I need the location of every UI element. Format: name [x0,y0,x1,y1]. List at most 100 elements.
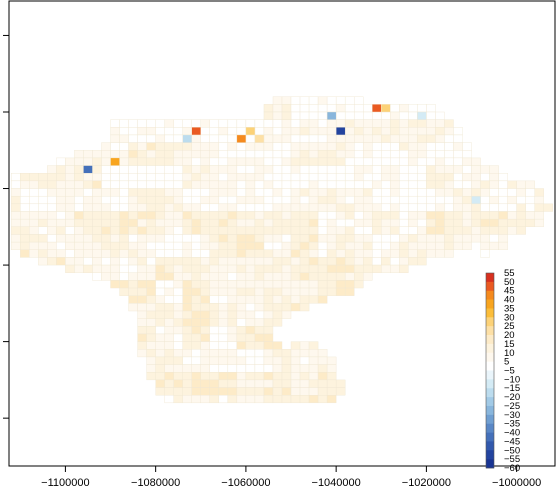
heatmap-cell [227,280,238,289]
heatmap-cell [263,364,274,373]
heatmap-cell [308,157,319,166]
heatmap-cell [354,165,364,174]
heatmap-cell [11,188,21,197]
heatmap-cell [290,264,301,273]
heatmap-cell [363,111,373,120]
legend-swatch [486,388,494,398]
heatmap-cell [354,150,364,159]
heatmap-cell [444,165,454,174]
heatmap-cell [173,157,183,166]
heatmap-cell [182,211,192,220]
heatmap-cell [408,157,418,166]
heatmap-cell [290,379,301,388]
heatmap-cell [326,96,337,105]
heatmap-cell [254,119,265,128]
heatmap-cell [281,142,292,151]
color-legend: 555045403530252015105−5−10−15−20−25−30−3… [485,268,520,474]
heatmap-cell [299,349,310,358]
heatmap-cell [173,257,183,266]
heatmap-cell [326,272,337,281]
heatmap-cell [344,150,355,159]
heatmap-cell [335,211,346,220]
heatmap-cell [326,280,337,289]
legend-label: 10 [504,348,515,359]
heatmap-cell [263,257,274,266]
heatmap-cell [173,372,183,381]
heatmap-cell [498,195,508,205]
heatmap-cell [308,395,319,404]
heatmap-cell [480,195,490,205]
heatmap-cell [155,226,165,235]
heatmap-cell [417,234,427,243]
heatmap-cell [399,134,409,143]
heatmap-cell [272,150,283,159]
heatmap-cell [101,165,111,174]
heatmap-cell [263,287,274,296]
heatmap-cell [191,180,201,189]
heatmap-cell [390,127,400,136]
heatmap-cell [236,142,247,151]
heatmap-cell [326,249,337,258]
heatmap-cell [317,280,328,289]
heatmap-cell [534,203,544,212]
heatmap-cell [254,379,265,388]
heatmap-cell [399,142,409,151]
heatmap-cell [335,195,346,205]
heatmap-cell [101,241,111,250]
heatmap-cell [363,127,373,136]
heatmap-cell [381,234,391,243]
heatmap-cell [47,257,57,266]
heatmap-cell [290,249,301,258]
heatmap-cell [372,257,382,266]
heatmap-cell [281,234,292,243]
heatmap-cell [344,249,355,258]
heatmap-cell [110,257,120,266]
heatmap-cell [281,218,292,227]
heatmap-cell [173,364,183,373]
heatmap-cell [218,372,229,381]
heatmap-cell [317,127,328,136]
heatmap-cell [200,218,210,227]
heatmap-cell [290,234,301,243]
heatmap-cell [299,211,310,220]
heatmap-cell [263,372,274,381]
heatmap-cell [417,104,427,113]
heatmap-cell [200,134,210,143]
heatmap-cell [92,264,102,273]
heatmap-cell [200,303,210,312]
heatmap-cell [498,203,508,212]
heatmap-cell [344,104,355,113]
heatmap-cell [254,387,265,396]
heatmap-cell [507,218,517,227]
heatmap-cell [182,280,192,289]
heatmap-cell [254,142,265,151]
heatmap-cell [11,203,21,212]
heatmap-cell [390,195,400,205]
heatmap-cell [489,195,499,205]
heatmap-cell [263,157,274,166]
heatmap-cell [281,264,292,273]
heatmap-cell [426,104,436,113]
heatmap-cell [209,333,220,342]
heatmap-cell [326,241,337,250]
heatmap-cell [354,218,364,227]
heatmap-cell [498,218,508,227]
heatmap-cell [390,203,400,212]
legend-label: −60 [504,463,520,474]
heatmap-cell [372,119,382,128]
heatmap-cell [363,241,373,250]
heatmap-cell [182,272,192,281]
heatmap-cell [182,372,192,381]
heatmap-cell [272,395,283,404]
heatmap-cell [516,218,526,227]
heatmap-cell [146,249,156,258]
heatmap-cell [444,203,454,212]
heatmap-cell [317,249,328,258]
heatmap-cell [209,195,220,205]
heatmap-cell [191,272,201,281]
heatmap-cell [236,195,247,205]
heatmap-cell [209,226,220,235]
heatmap-cell [209,157,220,166]
heatmap-cell [281,395,292,404]
heatmap-cell [227,226,238,235]
